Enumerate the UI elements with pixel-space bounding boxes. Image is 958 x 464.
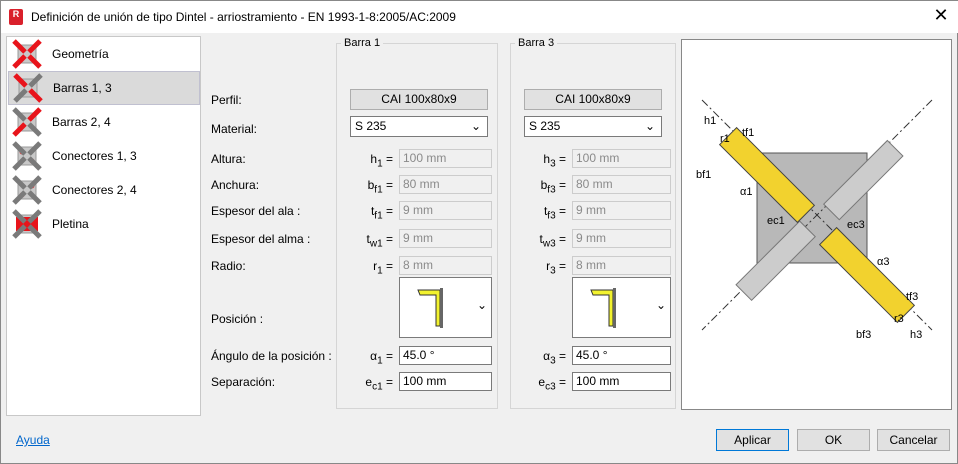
radius-label: Radio: [211, 259, 246, 273]
app-icon: R [9, 9, 23, 25]
material-select[interactable]: S 235 ⌄ [350, 116, 488, 137]
profile-button[interactable]: CAI 100x80x9 [524, 89, 662, 110]
r-input: 8 mm [572, 256, 671, 275]
profile-label: Perfil: [211, 93, 242, 107]
angle-profile-icon [590, 288, 616, 328]
ok-button[interactable]: OK [797, 429, 870, 451]
chevron-down-icon: ⌄ [476, 298, 487, 312]
material-value: S 235 [355, 119, 387, 133]
bars-2-4-icon [12, 107, 42, 137]
diagram-label: h1 [704, 115, 716, 127]
window-title: Definición de unión de tipo Dintel - arr… [31, 10, 456, 24]
plate-icon [12, 209, 42, 239]
chevron-down-icon: ⌄ [655, 298, 666, 312]
sidebar-item[interactable]: Conectores 1, 3 [8, 139, 200, 173]
connection-diagram: h1 r1 tf1 bf1 α1 ec1 ec3 α3 tf3 r3 bf3 h… [681, 39, 952, 410]
symbol-label: ec1 = [365, 375, 393, 393]
tw-input: 9 mm [399, 229, 492, 248]
diagram-label: tf3 [906, 291, 918, 303]
symbol-label: r3 = [546, 259, 566, 277]
sidebar-item-label: Conectores 2, 4 [52, 183, 137, 197]
b-input: 80 mm [399, 175, 492, 194]
close-icon[interactable]: ✕ [933, 5, 949, 25]
diagram-label: tf1 [742, 127, 754, 139]
title-bar: R Definición de unión de tipo Dintel - a… [1, 1, 958, 33]
symbol-label: bf3 = [540, 178, 566, 196]
geometry-icon [12, 39, 42, 69]
symbol-label: α3 = [543, 349, 566, 367]
height-label: Altura: [211, 152, 246, 166]
section-list: Geometría Barras 1, 3 Barras 2, 4 Conectore… [6, 36, 201, 416]
position-select[interactable]: ⌄ [572, 277, 671, 338]
sidebar-item[interactable]: Geometría [8, 37, 200, 71]
angle-label: Ángulo de la posición : [211, 349, 332, 363]
diagram-label: α3 [877, 256, 889, 268]
flange-thickness-label: Espesor del ala : [211, 204, 301, 218]
separation-label: Separación: [211, 375, 276, 389]
angle-profile-icon [417, 288, 443, 328]
symbol-label: bf1 = [367, 178, 393, 196]
diagram-label: r1 [720, 133, 730, 145]
sidebar-item-label: Barras 1, 3 [53, 81, 112, 95]
sidebar-item-label: Conectores 1, 3 [52, 149, 137, 163]
material-value: S 235 [529, 119, 561, 133]
diagram-label: bf3 [856, 329, 871, 341]
symbol-label: tf3 = [543, 204, 566, 222]
diagram-label: ec1 [767, 215, 785, 227]
cancel-button[interactable]: Cancelar [877, 429, 950, 451]
sep-input[interactable]: 100 mm [399, 372, 492, 391]
symbol-label: r1 = [373, 259, 393, 277]
tf-input: 9 mm [572, 201, 671, 220]
sidebar-item[interactable]: Barras 1, 3 [8, 71, 200, 105]
position-select[interactable]: ⌄ [399, 277, 492, 338]
width-label: Anchura: [211, 178, 260, 192]
help-link[interactable]: Ayuda [16, 433, 50, 447]
diagram-label: bf1 [696, 169, 711, 181]
tf-input: 9 mm [399, 201, 492, 220]
position-label: Posición : [211, 312, 264, 326]
r-input: 8 mm [399, 256, 492, 275]
h-input: 100 mm [572, 149, 671, 168]
web-thickness-label: Espesor del alma : [211, 232, 311, 246]
symbol-label: α1 = [370, 349, 393, 367]
angle-input[interactable]: 45.0 ° [572, 346, 671, 365]
apply-button[interactable]: Aplicar [716, 429, 789, 451]
h-input: 100 mm [399, 149, 492, 168]
diagram-label: ec3 [847, 219, 865, 231]
sidebar-item-label: Pletina [52, 217, 89, 231]
diagram-label: α1 [740, 186, 752, 198]
diagram-label: h3 [910, 329, 922, 341]
sidebar-item-label: Geometría [52, 47, 109, 61]
chevron-down-icon: ⌄ [644, 119, 655, 133]
symbol-label: tf1 = [370, 204, 393, 222]
angle-input[interactable]: 45.0 ° [399, 346, 492, 365]
connectors-1-3-icon [12, 141, 42, 171]
material-label: Material: [211, 122, 258, 136]
sep-input[interactable]: 100 mm [572, 372, 671, 391]
group-title: Barra 1 [341, 37, 384, 49]
symbol-label: h3 = [543, 152, 566, 170]
chevron-down-icon: ⌄ [470, 119, 481, 133]
material-select[interactable]: S 235 ⌄ [524, 116, 662, 137]
symbol-label: h1 = [370, 152, 393, 170]
symbol-label: tw3 = [539, 232, 567, 250]
bar-3 [818, 226, 916, 324]
group-title: Barra 3 [515, 37, 558, 49]
profile-button[interactable]: CAI 100x80x9 [350, 89, 488, 110]
tw-input: 9 mm [572, 229, 671, 248]
symbol-label: tw1 = [366, 232, 394, 250]
sidebar-item[interactable]: Barras 2, 4 [8, 105, 200, 139]
connectors-2-4-icon [12, 175, 42, 205]
symbol-label: ec3 = [538, 375, 566, 393]
sidebar-item-label: Barras 2, 4 [52, 115, 111, 129]
diagram-label: r3 [894, 313, 904, 325]
bar-1 [718, 126, 816, 224]
sidebar-item[interactable]: Pletina [8, 207, 200, 241]
b-input: 80 mm [572, 175, 671, 194]
sidebar-item[interactable]: Conectores 2, 4 [8, 173, 200, 207]
bars-1-3-icon [13, 73, 43, 103]
